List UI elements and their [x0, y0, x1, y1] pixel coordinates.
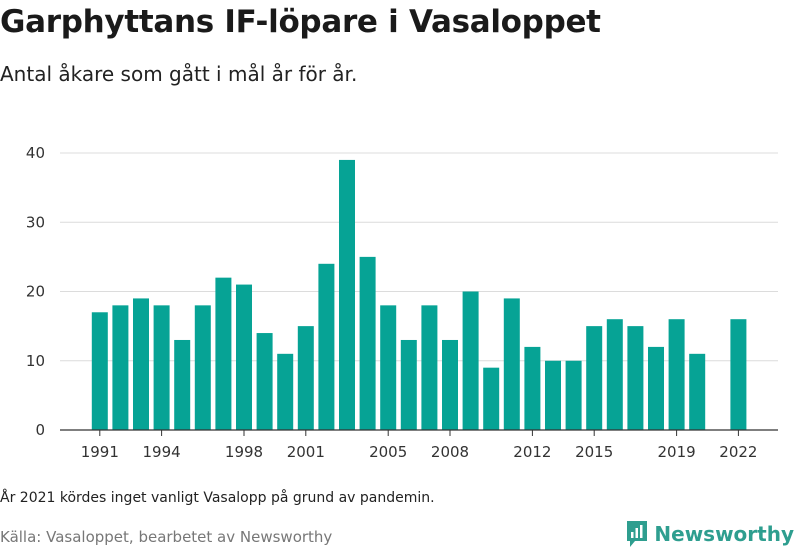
bar-1994[interactable] [153, 305, 170, 430]
bar-2000[interactable] [277, 353, 294, 430]
chart-subtitle: Antal åkare som gått i mål år för år. [0, 62, 358, 86]
x-tick-label: 2019 [658, 443, 696, 461]
bar-1999[interactable] [256, 333, 273, 430]
x-tick-label: 2001 [287, 443, 325, 461]
bar-2005[interactable] [380, 305, 397, 430]
bar-1997[interactable] [215, 277, 232, 430]
bar-2017[interactable] [627, 326, 644, 430]
x-tick-label: 2022 [719, 443, 757, 461]
bar-2014[interactable] [565, 360, 582, 430]
bar-2018[interactable] [648, 346, 664, 430]
x-tick-label: 2012 [513, 443, 551, 461]
bar-2003[interactable] [339, 159, 355, 431]
bar-2001[interactable] [297, 326, 314, 430]
bar-1995[interactable] [174, 339, 191, 430]
bar-2022[interactable] [730, 319, 747, 430]
bar-2011[interactable] [503, 298, 520, 430]
bar-2009[interactable] [462, 291, 479, 431]
footnote: År 2021 kördes inget vanligt Vasalopp på… [0, 490, 435, 506]
bar-2008[interactable] [442, 339, 458, 430]
bar-1998[interactable] [236, 284, 252, 430]
bar-1991[interactable] [91, 312, 108, 430]
bar-2020[interactable] [689, 353, 706, 430]
y-tick-label: 0 [35, 421, 45, 439]
y-tick-label: 40 [26, 144, 45, 162]
bar-2015[interactable] [586, 326, 603, 430]
bar-1993[interactable] [133, 298, 149, 430]
y-axis-ticks: 0 10 20 30 40 [26, 144, 45, 439]
x-tick-label: 1998 [225, 443, 263, 461]
bars [91, 159, 747, 431]
bar-2002[interactable] [318, 263, 335, 430]
y-tick-label: 10 [26, 352, 45, 370]
bar-2010[interactable] [483, 367, 500, 430]
y-tick-label: 30 [26, 213, 45, 231]
x-tick-label: 1991 [81, 443, 119, 461]
bar-2019[interactable] [668, 319, 685, 430]
x-tick-label: 2008 [431, 443, 469, 461]
x-axis-ticks: 1991 1994 1998 2001 2005 2008 2012 2015 2019 2022 [81, 430, 757, 461]
newsworthy-logo-icon [627, 521, 648, 547]
bar-2006[interactable] [400, 339, 417, 430]
y-tick-label: 20 [26, 283, 45, 301]
bar-1996[interactable] [194, 305, 211, 430]
chart-title: Garphyttans IF-löpare i Vasaloppet [0, 4, 601, 40]
brand-name: Newsworthy [654, 522, 794, 546]
x-tick-label: 1994 [143, 443, 181, 461]
brand-logo: Newsworthy [626, 520, 794, 548]
x-tick-label: 2005 [369, 443, 407, 461]
bar-1992[interactable] [112, 305, 129, 430]
bar-2013[interactable] [545, 360, 561, 430]
bar-2007[interactable] [421, 305, 438, 430]
x-tick-label: 2015 [575, 443, 613, 461]
bar-2012[interactable] [524, 346, 541, 430]
bar-2004[interactable] [359, 256, 376, 430]
bar-2016[interactable] [606, 319, 623, 430]
source-text: Källa: Vasaloppet, bearbetet av Newswort… [0, 528, 333, 546]
bar-chart: 0 10 20 30 40 1991 1994 1998 2001 2005 2008 2012 20… [26, 144, 778, 461]
